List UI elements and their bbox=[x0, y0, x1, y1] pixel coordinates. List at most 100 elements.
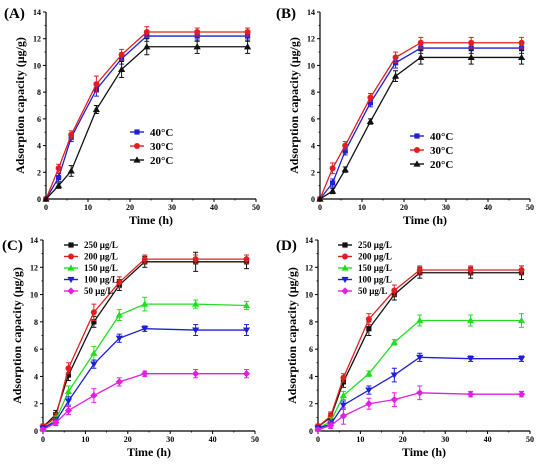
data-point bbox=[468, 39, 475, 46]
data-point bbox=[517, 356, 526, 363]
y-tick-label: 0 bbox=[34, 427, 38, 436]
data-point bbox=[416, 354, 424, 361]
x-tick-label: 10 bbox=[356, 435, 364, 444]
y-tick-label: 12 bbox=[30, 263, 38, 272]
y-tick-label: 8 bbox=[311, 88, 315, 97]
series-line bbox=[42, 258, 247, 428]
legend-item: 30°C bbox=[130, 141, 173, 153]
data-point bbox=[192, 370, 200, 378]
data-point bbox=[192, 327, 200, 334]
y-axis-label: Adsorption capacity (μg/g) bbox=[13, 37, 27, 174]
y-tick-label: 4 bbox=[309, 372, 313, 381]
series-3 bbox=[39, 324, 251, 432]
y-tick-label: 14 bbox=[30, 236, 38, 245]
data-point bbox=[391, 287, 398, 294]
series-line bbox=[317, 269, 522, 428]
data-point bbox=[64, 387, 73, 395]
data-point bbox=[342, 142, 349, 149]
series-1 bbox=[40, 254, 250, 431]
y-tick-label: 4 bbox=[34, 372, 38, 381]
series-0 bbox=[317, 42, 525, 202]
legend-item: 50 μg/L bbox=[338, 286, 387, 296]
y-tick-label: 8 bbox=[34, 318, 38, 327]
x-tick-label: 30 bbox=[442, 203, 450, 212]
y-tick-label: 0 bbox=[309, 427, 313, 436]
y-tick-label: 2 bbox=[309, 400, 313, 409]
data-point bbox=[56, 175, 62, 181]
legend-label: 30°C bbox=[430, 145, 453, 157]
data-point bbox=[55, 165, 62, 172]
y-tick-label: 12 bbox=[33, 35, 41, 44]
data-point bbox=[365, 316, 372, 323]
y-tick-label: 6 bbox=[309, 345, 313, 354]
panel-c: (C) 0 2 4 6 8 10 12 14 0 10 20 30 40 50 Time (h) Adsorpt… bbox=[2, 236, 259, 459]
x-tick-label: 0 bbox=[316, 435, 320, 444]
legend: 40°C 30°C 20°C bbox=[130, 127, 173, 167]
y-tick-label: 6 bbox=[34, 345, 38, 354]
series-line bbox=[42, 303, 247, 429]
legend-marker bbox=[341, 264, 349, 271]
data-point bbox=[67, 167, 75, 174]
legend-item: 250 μg/L bbox=[64, 240, 118, 250]
data-point bbox=[517, 390, 526, 398]
y-tick-label: 10 bbox=[307, 61, 315, 70]
series-line bbox=[317, 272, 522, 428]
legend-marker bbox=[341, 276, 349, 284]
y-tick-label: 2 bbox=[311, 168, 315, 177]
legend-label: 250 μg/L bbox=[358, 240, 392, 250]
legend-label: 150 μg/L bbox=[84, 263, 118, 273]
y-axis-label: Adsorption capacity (μg/g) bbox=[10, 267, 24, 404]
series-line bbox=[45, 46, 248, 200]
data-point bbox=[143, 43, 151, 50]
legend-label: 20°C bbox=[150, 155, 173, 167]
data-point bbox=[115, 335, 123, 342]
series-1 bbox=[43, 26, 251, 202]
data-point bbox=[365, 400, 373, 408]
data-point bbox=[366, 326, 372, 332]
legend-marker bbox=[414, 147, 420, 153]
legend-marker bbox=[67, 276, 75, 284]
legend-marker bbox=[134, 129, 140, 135]
data-point bbox=[92, 105, 100, 113]
y-tick-label: 0 bbox=[311, 195, 315, 204]
x-tick-label: 10 bbox=[84, 203, 92, 212]
data-point bbox=[141, 370, 149, 378]
x-tick-label: 40 bbox=[484, 435, 492, 444]
series-4 bbox=[39, 369, 251, 434]
data-point bbox=[141, 256, 148, 263]
data-point bbox=[365, 370, 373, 377]
data-point bbox=[365, 387, 373, 394]
data-point bbox=[339, 391, 348, 399]
y-axis-label: Adsorption capacity (μg/g) bbox=[287, 37, 301, 174]
y-axis-label: Adsorption capacity (μg/g) bbox=[285, 267, 299, 404]
panel-b: (B) 0 2 4 6 8 10 12 14 0 10 20 30 40 50 Time (h) Adsorpt… bbox=[276, 6, 534, 227]
data-point bbox=[116, 279, 123, 286]
data-point bbox=[90, 349, 98, 356]
data-point bbox=[467, 267, 474, 274]
data-point bbox=[416, 389, 424, 397]
legend-item: 40°C bbox=[410, 131, 453, 143]
data-point bbox=[42, 195, 50, 202]
series-2 bbox=[42, 38, 252, 202]
legend-item: 50 μg/L bbox=[64, 286, 113, 296]
data-point bbox=[91, 319, 97, 325]
data-point bbox=[143, 29, 150, 36]
data-point bbox=[194, 29, 201, 36]
data-point bbox=[192, 300, 200, 307]
legend-marker bbox=[67, 287, 75, 295]
x-axis-label: Time (h) bbox=[403, 213, 447, 227]
x-tick-label: 20 bbox=[399, 435, 407, 444]
data-point bbox=[118, 51, 125, 58]
data-point bbox=[90, 391, 98, 400]
x-tick-label: 0 bbox=[41, 435, 45, 444]
legend-marker bbox=[133, 156, 141, 163]
y-tick-label: 10 bbox=[30, 291, 38, 300]
series-line bbox=[319, 42, 522, 200]
data-point bbox=[118, 65, 126, 73]
y-tick-label: 6 bbox=[311, 115, 315, 124]
data-point bbox=[341, 166, 349, 173]
x-tick-label: 50 bbox=[526, 203, 534, 212]
data-point bbox=[467, 53, 475, 61]
